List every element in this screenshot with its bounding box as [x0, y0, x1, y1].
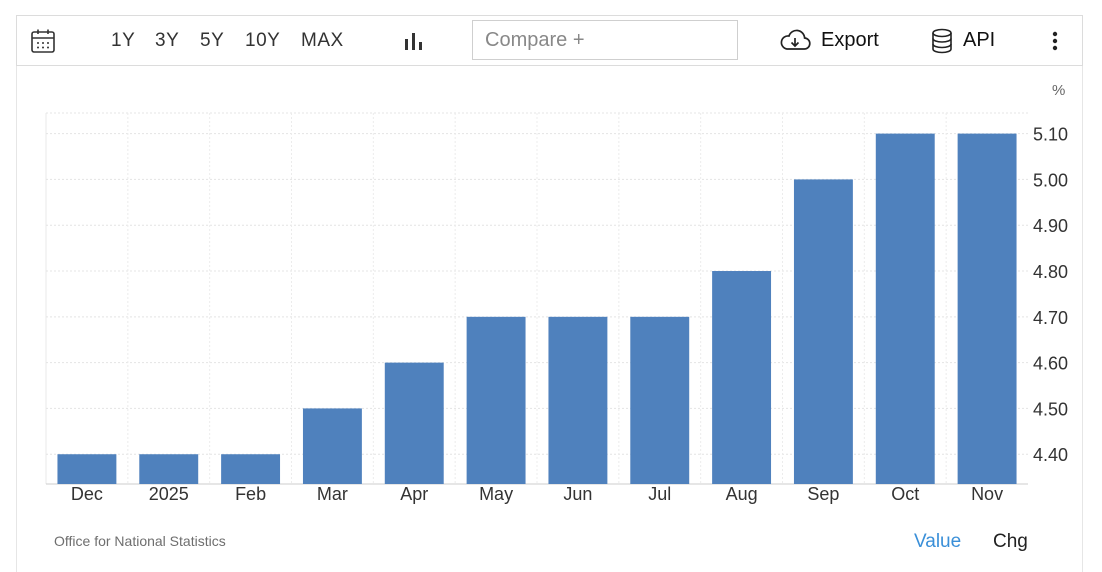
bar-2025 [139, 454, 199, 484]
x-tick-label: Nov [971, 484, 1003, 504]
export-label: Export [821, 29, 879, 51]
x-tick-label: Oct [891, 484, 919, 504]
bar-nov [957, 133, 1017, 484]
x-tick-label: May [479, 484, 513, 504]
database-icon [931, 28, 953, 54]
export-button[interactable]: Export [779, 16, 879, 65]
bar-sep [793, 179, 853, 484]
bar-chart-type-icon[interactable] [403, 16, 425, 65]
x-tick-label: Feb [235, 484, 266, 504]
range-3y-button[interactable]: 3Y [155, 29, 180, 51]
bar-aug [712, 271, 772, 484]
y-unit-label: % [1052, 82, 1065, 99]
x-tick-label: Sep [807, 484, 839, 504]
y-tick-label: 5.00 [1033, 170, 1068, 190]
x-tick-label: Jul [648, 484, 671, 504]
y-tick-label: 4.60 [1033, 354, 1068, 374]
bar-dec [57, 454, 117, 484]
compare-input[interactable]: Compare + [472, 20, 738, 60]
range-1y-button[interactable]: 1Y [111, 29, 136, 51]
bar-jul [630, 316, 690, 484]
x-tick-label: Apr [400, 484, 428, 504]
more-options-icon[interactable] [1051, 16, 1059, 65]
bar-mar [302, 408, 362, 484]
y-tick-label: 4.70 [1033, 308, 1068, 328]
y-tick-label: 5.10 [1033, 125, 1068, 145]
api-button[interactable]: API [931, 16, 995, 65]
calendar-icon[interactable] [30, 16, 56, 65]
chart-toolbar: 1Y 3Y 5Y 10Y MAX Compare + Export [16, 15, 1083, 66]
x-tick-label: Mar [317, 484, 348, 504]
y-tick-label: 4.40 [1033, 445, 1068, 465]
value-toggle[interactable]: Value [914, 531, 962, 552]
range-10y-button[interactable]: 10Y [245, 29, 281, 51]
bar-oct [875, 133, 935, 484]
x-tick-label: Dec [71, 484, 103, 504]
data-source-label: Office for National Statistics [54, 533, 226, 549]
cloud-download-icon [779, 29, 811, 53]
x-tick-label: Jun [563, 484, 592, 504]
range-5y-button[interactable]: 5Y [200, 29, 225, 51]
bar-apr [384, 362, 444, 484]
api-label: API [963, 29, 996, 51]
x-tick-label: Aug [726, 484, 758, 504]
bar-may [466, 316, 526, 484]
y-tick-label: 4.80 [1033, 262, 1068, 282]
x-tick-label: 2025 [149, 484, 189, 504]
bar-feb [221, 454, 281, 484]
y-tick-label: 4.90 [1033, 216, 1068, 236]
y-tick-label: 4.50 [1033, 399, 1068, 419]
range-max-button[interactable]: MAX [301, 29, 344, 51]
bar-jun [548, 316, 608, 484]
chg-toggle[interactable]: Chg [993, 531, 1028, 552]
chart-panel [16, 66, 1083, 572]
